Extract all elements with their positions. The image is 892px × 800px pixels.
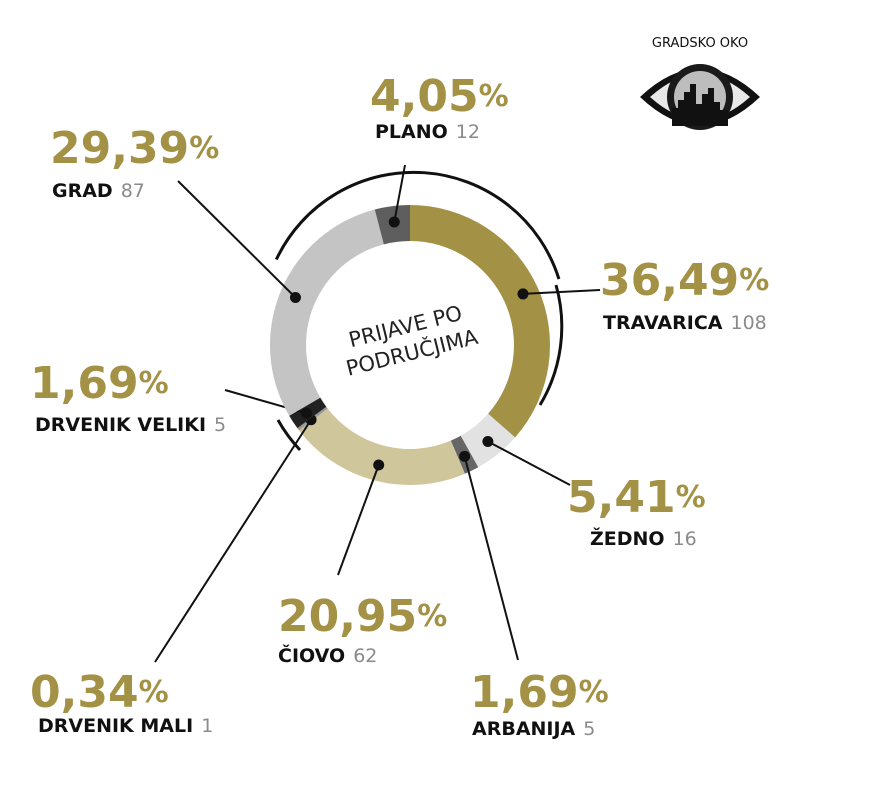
category-label: ČIOVO [278,643,345,667]
category-row: ŽEDNO 16 [590,527,697,550]
count-label: 87 [121,180,145,202]
value-unit: % [139,675,169,710]
leader-dot [289,291,301,303]
value-number: 0,34 [30,667,139,718]
title-group: PRIJAVE PO PODRUČJIMA [343,301,481,381]
deco-arc [538,284,564,406]
value-label: 1,69% [30,358,169,409]
category-row: ČIOVO 62 [278,643,377,667]
leader-line [177,180,297,299]
category-label: ARBANIJA [472,718,576,740]
value-label: 0,34% [30,667,169,718]
category-row: ARBANIJA 5 [472,718,595,740]
leader-line [463,456,519,661]
leader-dot [482,435,494,447]
count-label: 108 [730,312,766,334]
deco-arc [274,170,561,280]
value-unit: % [417,599,447,634]
category-label: DRVENIK MALI [38,715,193,737]
count-label: 5 [583,718,595,740]
category-label: GRAD [52,180,113,202]
category-label: ŽEDNO [590,527,665,550]
value-unit: % [189,131,219,166]
count-label: 62 [353,645,377,667]
value-label: 29,39% [50,123,219,174]
donut-slice [410,205,550,438]
value-unit: % [139,366,169,401]
donut-slice [299,408,465,485]
count-label: 12 [456,121,480,143]
logo: GRADSKO OKO [640,36,760,130]
category-row: GRAD 87 [52,180,145,202]
value-unit: % [676,480,706,515]
leader-line [393,164,406,223]
value-number: 20,95 [278,591,417,642]
category-label: TRAVARICA [603,312,723,334]
category-row: PLANO 12 [375,121,480,143]
count-label: 1 [201,715,213,737]
value-number: 4,05 [370,71,479,122]
category-row: DRVENIK VELIKI 5 [35,414,226,436]
leader-dot [517,288,529,300]
value-label: 20,95% [278,591,447,642]
leader-line [337,464,380,576]
leader-line [154,419,312,663]
value-label: 4,05% [370,71,509,122]
value-number: 36,49 [600,255,739,306]
leader-line [487,440,571,486]
value-label: 5,41% [567,472,706,523]
category-row: DRVENIK MALI 1 [38,715,213,737]
value-number: 5,41 [567,472,676,523]
leader-dot [300,407,312,419]
value-number: 29,39 [50,123,189,174]
count-label: 16 [673,528,697,550]
logo-skyline [672,84,728,126]
value-unit: % [739,263,769,298]
leader-line [522,289,601,295]
value-unit: % [579,675,609,710]
category-label: DRVENIK VELIKI [35,414,206,436]
brand: GRADSKO OKO [652,36,748,51]
count-label: 5 [214,414,226,436]
leader-dot [459,450,471,462]
category-row: TRAVARICA 108 [603,312,767,334]
value-label: 36,49% [600,255,769,306]
value-number: 1,69 [470,667,579,718]
deco-arc [276,419,302,452]
value-number: 1,69 [30,358,139,409]
category-label: PLANO [375,121,448,143]
leader-dot [388,216,400,228]
donut-slice [270,209,384,416]
leader-dot [373,459,385,471]
value-label: 1,69% [470,667,609,718]
value-unit: % [479,79,509,114]
